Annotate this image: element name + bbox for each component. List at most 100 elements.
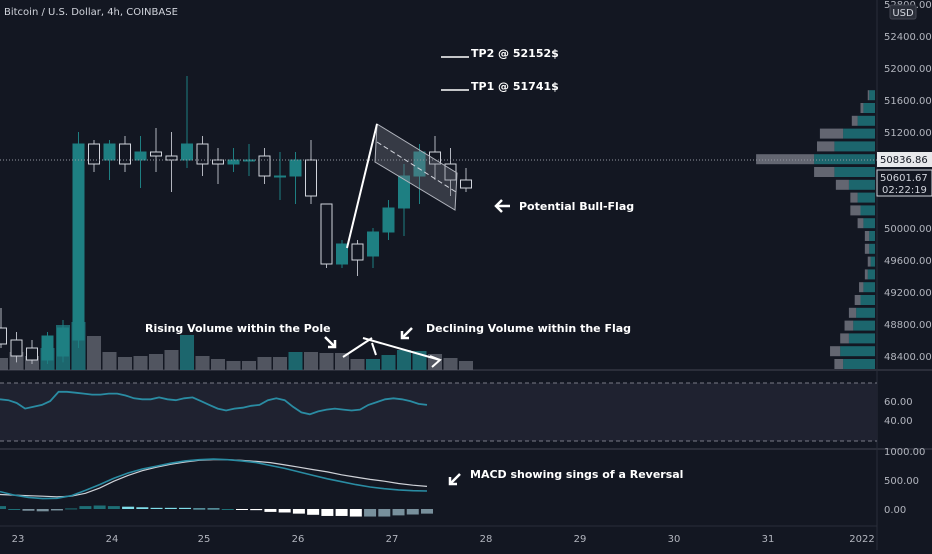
bid-price-value: 50601.67 <box>880 173 928 184</box>
macd-histogram-bar <box>0 506 6 509</box>
macd-histogram-bar <box>207 508 220 510</box>
volume-bar <box>381 355 396 370</box>
volume-bar <box>273 357 287 370</box>
rsi-tick-label: 60.00 <box>884 397 913 408</box>
profile-bar-up <box>863 218 875 229</box>
time-tick-label: 29 <box>574 534 587 545</box>
tp1-label: TP1 @ 51741$ <box>471 80 559 93</box>
volume-bar <box>149 354 163 370</box>
profile-bar-down <box>835 179 849 190</box>
candle-body <box>26 347 38 361</box>
time-tick-label: 26 <box>292 534 305 545</box>
rising-volume-line <box>342 337 373 358</box>
profile-bar-down <box>864 231 870 241</box>
rsi-indicator <box>0 390 428 416</box>
macd-histogram-bar <box>349 509 362 517</box>
macd-histogram-bar <box>307 509 320 515</box>
macd-line <box>0 458 428 500</box>
candle-body <box>336 243 348 265</box>
candle-body <box>305 159 317 197</box>
macd-histogram-bar <box>421 509 433 514</box>
candle-body <box>212 159 224 165</box>
candle-body <box>320 203 333 265</box>
profile-bar-down <box>756 154 815 165</box>
price-tick-label: 49600.00 <box>884 256 932 267</box>
macd-histogram-bar <box>79 506 92 509</box>
candle-body <box>413 151 426 177</box>
macd-histogram-bar <box>321 509 334 516</box>
profile-bar-up <box>857 115 875 126</box>
macd-axis[interactable]: 1000.00 500.00 0.00 <box>884 447 925 516</box>
candle-body <box>382 207 395 233</box>
time-tick-label: 28 <box>480 534 493 545</box>
volume-bar <box>164 350 179 370</box>
rising-volume-label: Rising Volume within the Pole <box>145 322 331 335</box>
profile-bar-down <box>850 205 861 216</box>
volume-bar <box>133 356 148 370</box>
time-tick-label: 2022 <box>849 534 874 545</box>
profile-bar-up <box>840 346 875 357</box>
macd-histogram-bar <box>179 507 192 509</box>
declining-volume-arrowhead <box>429 355 442 368</box>
macd-histogram-bar <box>221 509 234 510</box>
price-tick-label: 48800.00 <box>884 320 932 331</box>
profile-bar-down <box>857 218 864 229</box>
candle-body <box>150 151 162 157</box>
currency-badge[interactable]: USD <box>889 4 917 20</box>
volume-bar <box>443 358 458 370</box>
macd-histogram-bar <box>93 505 106 509</box>
candle-body <box>57 327 69 357</box>
profile-bar-down <box>844 320 854 331</box>
volume-bar <box>319 353 334 370</box>
macd-histogram-bar <box>378 509 391 517</box>
price-tick-label: 48400.00 <box>884 352 932 363</box>
profile-bar-up <box>843 128 875 139</box>
price-tick-label: 51600.00 <box>884 96 932 107</box>
macd-histogram-bar <box>164 507 177 509</box>
profile-bar-down <box>830 346 841 357</box>
volume-bar <box>257 357 272 370</box>
candlesticks <box>0 76 472 364</box>
volume-bar <box>195 356 210 370</box>
profile-bar-up <box>869 243 875 254</box>
profile-bar-down <box>848 307 857 318</box>
macd-arrow-icon <box>448 473 461 486</box>
chart-title: Bitcoin / U.S. Dollar, 4h, COINBASE <box>4 7 178 18</box>
macd-histogram-bar <box>107 506 120 509</box>
macd-histogram-bar <box>22 509 35 511</box>
time-axis[interactable]: 23 24 25 26 27 28 29 30 31 2022 <box>12 534 875 545</box>
volume-bar <box>366 359 380 370</box>
time-tick-label: 31 <box>762 534 775 545</box>
volume-bars <box>0 322 473 370</box>
macd-histogram-bar <box>122 506 135 509</box>
profile-bar-up <box>863 282 875 293</box>
profile-bar-down <box>864 269 868 280</box>
macd-histogram-bar <box>406 509 419 515</box>
macd-histogram-bar <box>150 507 163 509</box>
profile-bar-up <box>860 295 875 305</box>
candle-body <box>0 327 7 345</box>
volume-bar <box>350 359 365 370</box>
price-tick-label: 49200.00 <box>884 288 932 299</box>
macd-histogram-bar <box>364 509 377 517</box>
profile-bar-down <box>854 295 861 305</box>
candle-body <box>181 143 193 161</box>
macd-histogram-bar <box>193 508 206 510</box>
macd-tick-label: 500.00 <box>884 476 919 487</box>
profile-bar-down <box>850 192 858 203</box>
bull-flag-drawing <box>346 123 458 249</box>
bull-flag-label: Potential Bull-Flag <box>519 200 634 213</box>
macd-histogram-bar <box>136 507 149 509</box>
candle-body <box>429 151 441 165</box>
price-tick-label: 51200.00 <box>884 128 932 139</box>
volume-bar <box>288 352 303 370</box>
candle-body <box>398 175 410 209</box>
profile-bar-down <box>814 167 835 177</box>
rsi-axis[interactable]: 60.00 40.00 <box>884 397 913 427</box>
volume-bar <box>335 353 349 370</box>
macd-histogram-bar <box>235 509 248 510</box>
macd-histogram-bar <box>250 509 263 511</box>
volume-bar <box>459 361 473 370</box>
